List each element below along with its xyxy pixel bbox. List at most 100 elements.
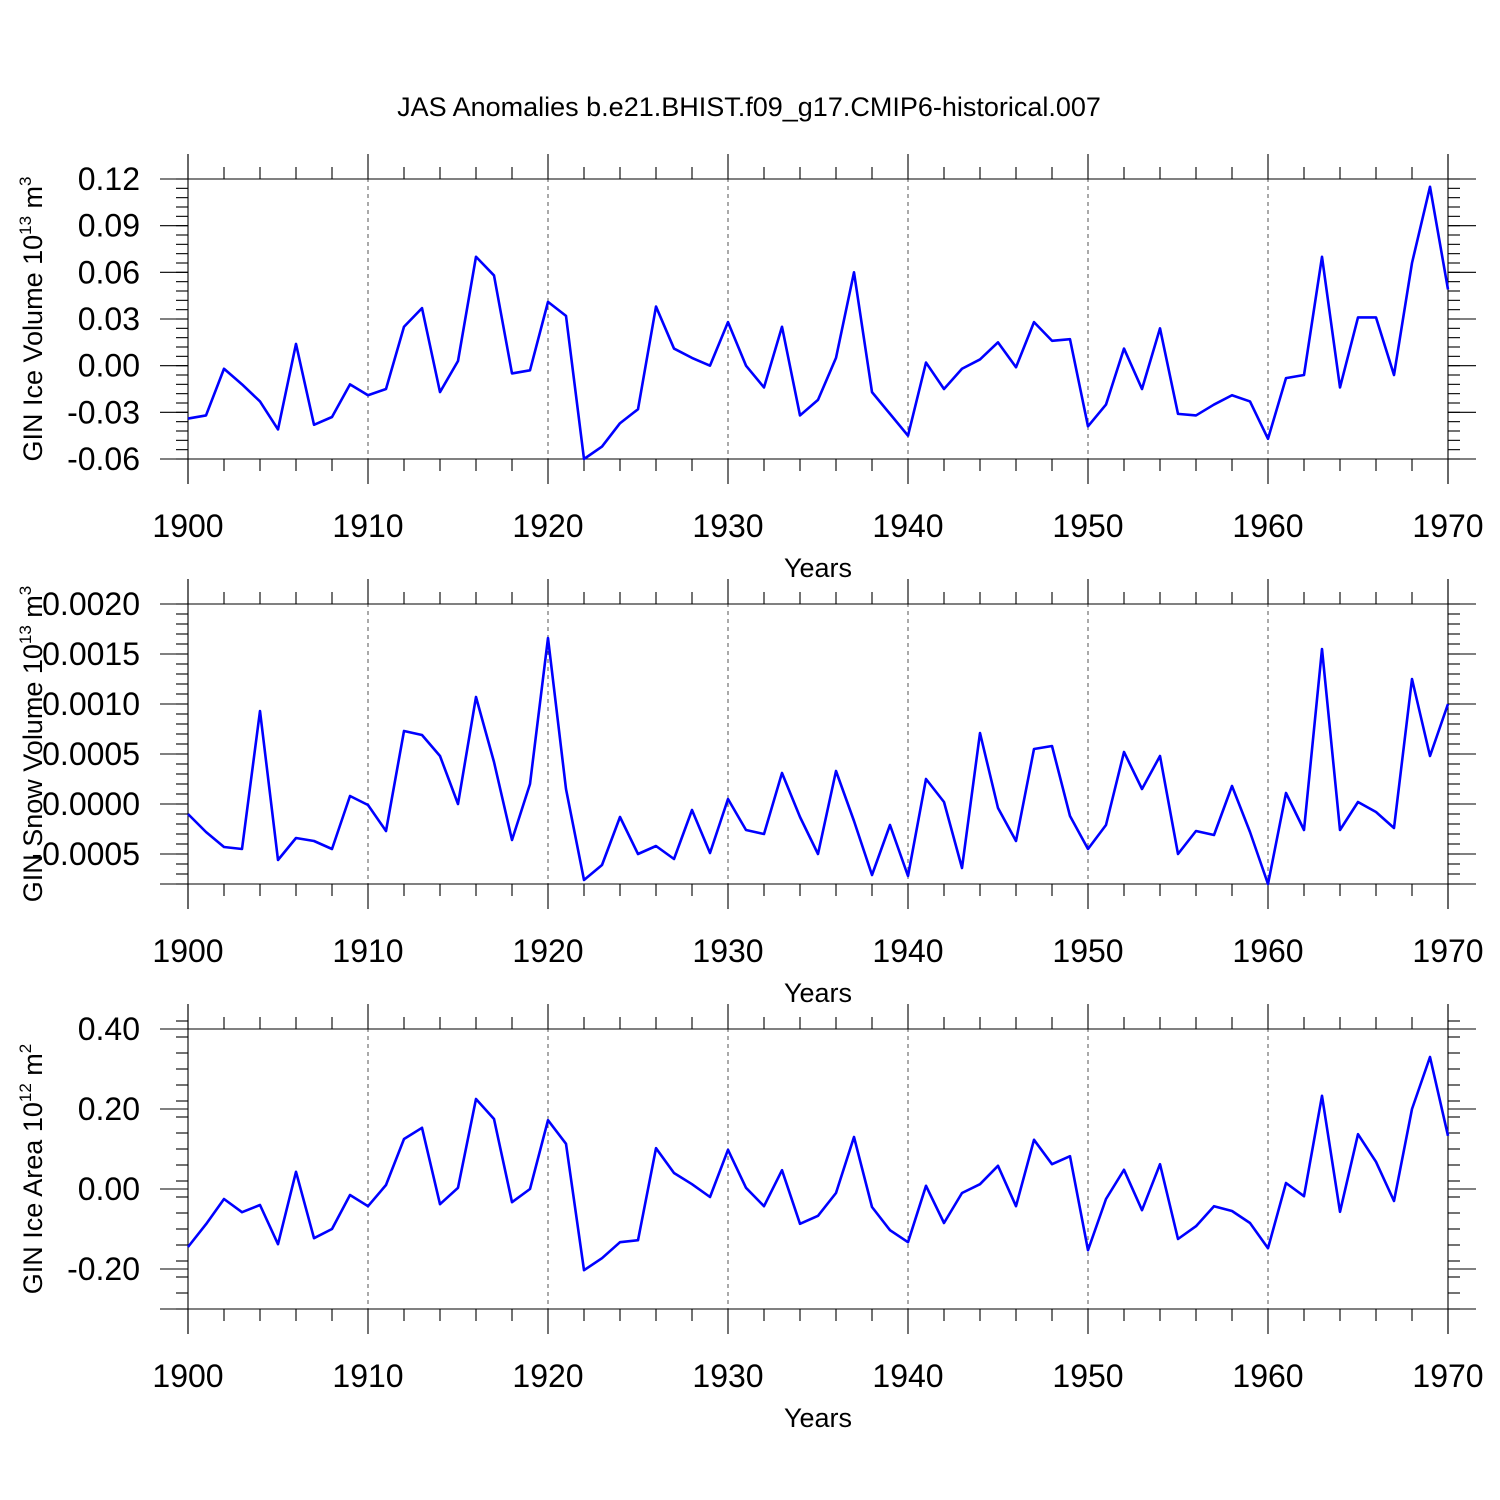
data-point	[943, 801, 945, 803]
data-point	[1105, 403, 1107, 405]
data-point	[367, 804, 369, 806]
data-point	[709, 852, 711, 854]
data-point	[889, 824, 891, 826]
data-point	[1357, 1133, 1359, 1135]
data-point	[1357, 316, 1359, 318]
data-point	[763, 833, 765, 835]
y-axis-title: GIN Ice Area 1012 m2	[16, 1044, 48, 1295]
x-tick-label: 1940	[872, 508, 943, 544]
x-tick-label: 1950	[1052, 508, 1123, 544]
data-point	[1285, 1182, 1287, 1184]
data-point	[799, 414, 801, 416]
data-point	[1267, 1247, 1269, 1249]
data-point	[565, 1143, 567, 1145]
data-point	[349, 795, 351, 797]
data-point	[619, 1241, 621, 1243]
data-point	[1321, 256, 1323, 258]
x-tick-label: 1960	[1232, 508, 1303, 544]
y-tick-label: 0.0000	[42, 786, 140, 822]
data-point	[493, 761, 495, 763]
series-line	[187, 185, 1450, 461]
data-point	[1375, 316, 1377, 318]
y-tick-label: 0.09	[78, 208, 140, 244]
data-point	[1339, 386, 1341, 388]
data-point	[655, 305, 657, 307]
data-point	[367, 1205, 369, 1207]
data-point	[223, 846, 225, 848]
data-point	[421, 307, 423, 309]
data-point	[259, 1204, 261, 1206]
data-point	[1069, 338, 1071, 340]
data-point	[403, 326, 405, 328]
data-point	[853, 820, 855, 822]
data-point	[907, 875, 909, 877]
data-point	[1339, 1211, 1341, 1213]
data-point	[1303, 374, 1305, 376]
y-axis-title-text: GIN Ice Area 10	[18, 1102, 48, 1294]
data-point	[1177, 1238, 1179, 1240]
x-tick-label: 1960	[1232, 933, 1303, 969]
y-tick-label: 0.00	[78, 1171, 140, 1207]
data-point	[1087, 425, 1089, 427]
data-point	[1285, 792, 1287, 794]
y-axis-title-unit-exponent: 3	[16, 176, 35, 185]
data-point	[1051, 1163, 1053, 1165]
y-tick-label: 0.0005	[42, 736, 140, 772]
data-point	[1411, 678, 1413, 680]
data-point	[1141, 388, 1143, 390]
data-point	[421, 734, 423, 736]
data-point	[529, 369, 531, 371]
data-point	[799, 1223, 801, 1225]
data-point	[1429, 186, 1431, 188]
data-point	[1321, 1095, 1323, 1097]
data-point	[727, 798, 729, 800]
data-point	[1213, 403, 1215, 405]
data-point	[1195, 830, 1197, 832]
data-point	[871, 391, 873, 393]
data-point	[637, 853, 639, 855]
data-point	[313, 424, 315, 426]
data-point	[1411, 1108, 1413, 1110]
data-point	[691, 1183, 693, 1185]
y-axis-title-exponent: 12	[16, 1083, 35, 1102]
x-tick-label: 1900	[152, 508, 223, 544]
data-point	[601, 445, 603, 447]
y-tick-label: 0.12	[78, 161, 140, 197]
data-point	[907, 434, 909, 436]
data-point	[745, 364, 747, 366]
x-tick-label: 1940	[872, 933, 943, 969]
data-point	[421, 1127, 423, 1129]
y-axis-title-unit: m	[18, 186, 48, 216]
data-point	[511, 1201, 513, 1203]
y-tick-label: 0.03	[78, 301, 140, 337]
data-point	[457, 1187, 459, 1189]
data-point	[673, 1172, 675, 1174]
data-point	[673, 347, 675, 349]
data-point	[313, 840, 315, 842]
x-tick-label: 1930	[692, 1358, 763, 1394]
data-point	[1051, 340, 1053, 342]
data-point	[727, 321, 729, 323]
x-tick-label: 1930	[692, 508, 763, 544]
data-point	[1159, 1163, 1161, 1165]
data-point	[1447, 703, 1449, 705]
data-point	[925, 1185, 927, 1187]
data-point	[241, 383, 243, 385]
data-point	[547, 1119, 549, 1121]
data-point	[889, 1229, 891, 1231]
data-point	[1141, 1209, 1143, 1211]
data-point	[1033, 321, 1035, 323]
data-point	[565, 788, 567, 790]
data-point	[583, 458, 585, 460]
data-point	[1015, 366, 1017, 368]
data-point	[205, 831, 207, 833]
data-point	[817, 853, 819, 855]
data-point	[565, 315, 567, 317]
y-axis-title-group: GIN Snow Volume 1013 m3	[16, 586, 48, 903]
data-point	[1213, 1205, 1215, 1207]
chart-title: JAS Anomalies b.e21.BHIST.f09_g17.CMIP6-…	[397, 92, 1101, 122]
data-point	[1069, 1155, 1071, 1157]
data-point	[1303, 829, 1305, 831]
data-point	[997, 807, 999, 809]
